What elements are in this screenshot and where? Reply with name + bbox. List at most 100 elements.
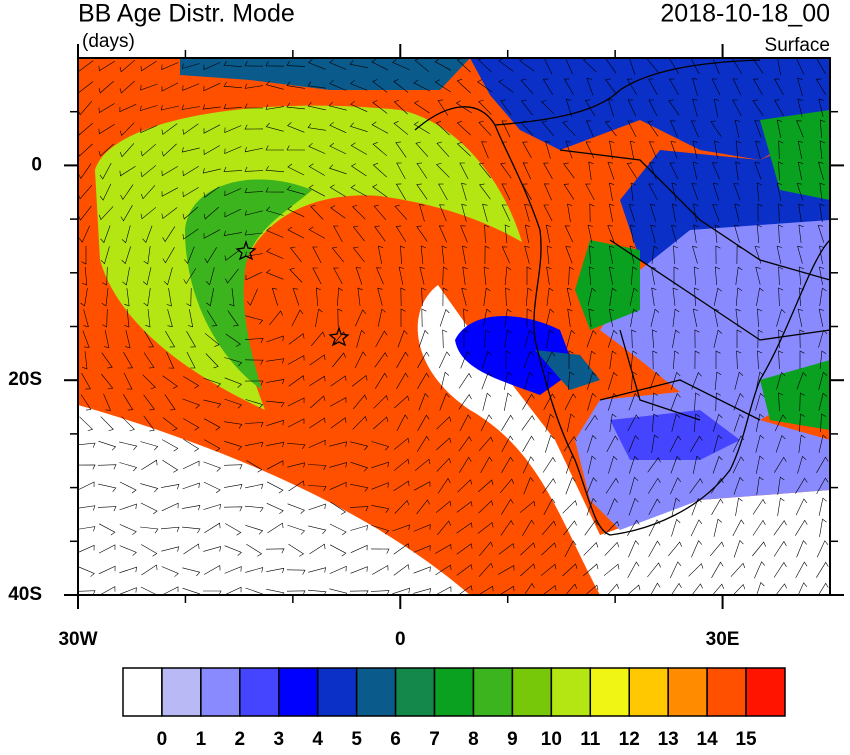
wind-barb bbox=[669, 561, 682, 579]
wind-barb bbox=[752, 99, 764, 116]
wind-barb bbox=[161, 62, 179, 70]
wind-barb bbox=[671, 225, 677, 243]
wind-barb bbox=[289, 246, 302, 263]
wind-barb bbox=[713, 434, 723, 453]
wind-barb bbox=[396, 351, 409, 368]
wind-barb bbox=[140, 502, 158, 515]
wind-barb bbox=[81, 373, 91, 390]
wind-barb bbox=[463, 329, 469, 348]
wind-barb bbox=[456, 522, 473, 534]
wind-barb bbox=[393, 437, 410, 450]
wind-barb bbox=[393, 458, 410, 471]
wind-barb bbox=[291, 309, 304, 327]
wind-barb bbox=[203, 124, 221, 134]
wind-barb bbox=[371, 525, 390, 535]
wind-barb bbox=[483, 287, 491, 306]
wind-barb bbox=[166, 288, 172, 307]
wind-barb bbox=[436, 416, 452, 430]
wind-barb bbox=[648, 540, 661, 558]
wind-barb bbox=[337, 287, 344, 307]
wind-barb bbox=[672, 329, 680, 348]
wind-barb bbox=[203, 546, 222, 552]
wind-barb bbox=[542, 78, 553, 95]
wind-barb bbox=[416, 162, 428, 179]
wind-barb bbox=[498, 564, 515, 575]
wind-barb bbox=[78, 505, 96, 511]
wind-barb bbox=[224, 484, 243, 490]
wind-barb bbox=[564, 540, 577, 558]
wind-barb bbox=[140, 60, 157, 72]
wind-barb bbox=[162, 459, 179, 473]
wind-barb bbox=[778, 161, 784, 181]
wind-barb bbox=[329, 142, 347, 155]
wind-barb bbox=[669, 78, 679, 96]
wind-barb bbox=[461, 287, 467, 306]
wind-barb bbox=[371, 461, 389, 469]
wind-barb bbox=[354, 351, 367, 369]
wind-barb bbox=[352, 225, 365, 242]
colorbar-box bbox=[706, 667, 747, 717]
wind-barb bbox=[140, 125, 158, 134]
wind-barb bbox=[562, 563, 578, 577]
wind-barb bbox=[442, 266, 448, 286]
wind-barb bbox=[626, 584, 641, 595]
wind-barb bbox=[350, 441, 369, 451]
wind-barb bbox=[350, 163, 367, 177]
field-region bbox=[600, 220, 830, 420]
wind-barb bbox=[164, 394, 176, 411]
wind-barb bbox=[161, 546, 180, 552]
wind-barb bbox=[435, 500, 452, 513]
wind-barb bbox=[224, 545, 242, 556]
wind-barb bbox=[480, 456, 493, 474]
wind-barb bbox=[140, 207, 157, 220]
wind-barb bbox=[223, 81, 243, 89]
wind-barb bbox=[205, 353, 219, 369]
wind-barb bbox=[672, 287, 678, 306]
wind-barb bbox=[754, 561, 766, 579]
wind-barb bbox=[543, 393, 556, 411]
wind-barb bbox=[101, 288, 109, 307]
wind-barb bbox=[482, 392, 492, 411]
field-region bbox=[95, 105, 522, 410]
wind-barb bbox=[123, 372, 133, 390]
wind-barb bbox=[563, 520, 577, 536]
wind-barb bbox=[223, 506, 243, 512]
wind-barb bbox=[416, 183, 428, 200]
wind-barb bbox=[370, 548, 390, 554]
wind-barb bbox=[100, 416, 114, 432]
wind-barb bbox=[715, 245, 721, 265]
wind-barb bbox=[478, 120, 492, 136]
wind-barb bbox=[478, 562, 494, 577]
wind-barb bbox=[816, 561, 829, 578]
wind-barb bbox=[182, 187, 199, 198]
wind-barb bbox=[140, 526, 159, 534]
wind-barb bbox=[545, 308, 555, 327]
wind-barb bbox=[819, 287, 827, 306]
wind-barb bbox=[776, 371, 786, 390]
wind-barb bbox=[797, 245, 803, 264]
wind-barb bbox=[329, 59, 347, 70]
wind-barb bbox=[416, 225, 428, 242]
wind-barb bbox=[125, 330, 131, 349]
wind-barb bbox=[585, 141, 595, 159]
wind-barb bbox=[673, 266, 679, 285]
wind-barb bbox=[288, 543, 305, 557]
wind-barb bbox=[266, 588, 285, 595]
wind-barb bbox=[394, 499, 410, 514]
wind-barb bbox=[671, 518, 681, 537]
wind-barb bbox=[223, 60, 243, 67]
wind-barb bbox=[202, 168, 221, 174]
wind-barb bbox=[223, 230, 242, 236]
wind-barb bbox=[140, 165, 157, 178]
wind-barb bbox=[458, 394, 472, 410]
wind-barb bbox=[102, 266, 108, 286]
wind-barb bbox=[98, 440, 117, 451]
wind-barb bbox=[457, 479, 473, 493]
wind-barb bbox=[287, 418, 305, 428]
wind-barb bbox=[477, 521, 494, 534]
wind-barb bbox=[203, 461, 222, 472]
wind-barb bbox=[628, 204, 636, 222]
colorbar-label: 3 bbox=[273, 729, 284, 750]
wind-barb bbox=[608, 371, 618, 390]
